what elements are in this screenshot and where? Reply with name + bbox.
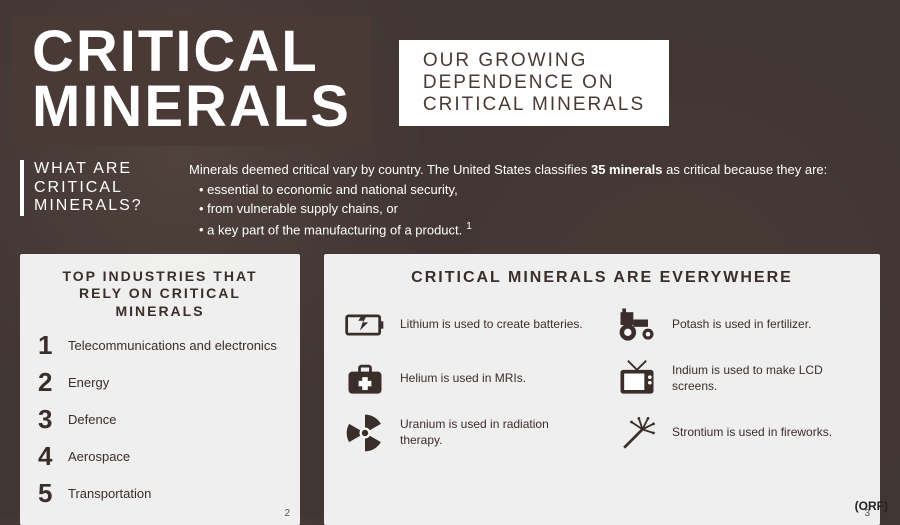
image-credit: (ORF) [855, 499, 888, 513]
mineral-text: Strontium is used in fireworks. [672, 425, 832, 441]
header: CRITICAL MINERALS OUR GROWING DEPENDENCE… [0, 0, 900, 146]
subtitle-block: OUR GROWING DEPENDENCE ON CRITICAL MINER… [399, 40, 669, 126]
firework-icon [614, 410, 660, 456]
everywhere-title: CRITICAL MINERALS ARE EVERYWHERE [342, 268, 862, 288]
mineral-text: Uranium is used in radiation therapy. [400, 417, 590, 448]
bullet-item: essential to economic and national secur… [199, 180, 880, 200]
industry-row: 1Telecommunications and electronics [38, 330, 282, 361]
bullet-item: a key part of the manufacturing of a pro… [199, 219, 880, 240]
medkit-icon [342, 356, 388, 402]
industry-row: 5Transportation [38, 478, 282, 509]
mineral-text: Potash is used in fertilizer. [672, 317, 811, 333]
industry-row: 4Aerospace [38, 441, 282, 472]
industries-title: TOP INDUSTRIES THAT RELY ON CRITICAL MIN… [38, 268, 282, 321]
mineral-text: Indium is used to make LCD screens. [672, 363, 862, 394]
mineral-item: Strontium is used in fireworks. [614, 410, 862, 456]
industries-list: 1Telecommunications and electronics 2Ene… [38, 330, 282, 509]
question-intro: Minerals deemed critical vary by country… [189, 160, 880, 180]
mineral-text: Lithium is used to create batteries. [400, 317, 583, 333]
tractor-icon [614, 302, 660, 348]
mineral-item: Uranium is used in radiation therapy. [342, 410, 590, 456]
industry-row: 2Energy [38, 367, 282, 398]
footnote-marker: 2 [284, 508, 290, 519]
mineral-item: Lithium is used to create batteries. [342, 302, 590, 348]
lower-panels: TOP INDUSTRIES THAT RELY ON CRITICAL MIN… [0, 240, 900, 525]
bullet-item: from vulnerable supply chains, or [199, 199, 880, 219]
radiation-icon [342, 410, 388, 456]
everywhere-panel: CRITICAL MINERALS ARE EVERYWHERE Lithium… [324, 254, 880, 525]
industries-panel: TOP INDUSTRIES THAT RELY ON CRITICAL MIN… [20, 254, 300, 525]
question-section: WHAT ARE CRITICAL MINERALS? Minerals dee… [0, 146, 900, 239]
battery-icon [342, 302, 388, 348]
title-line2: MINERALS [32, 74, 351, 139]
question-bullets: essential to economic and national secur… [189, 180, 880, 240]
accent-bar [20, 160, 24, 216]
subtitle-line2: DEPENDENCE ON [423, 72, 645, 94]
mineral-item: Potash is used in fertilizer. [614, 302, 862, 348]
mineral-text: Helium is used in MRIs. [400, 371, 526, 387]
main-title-block: CRITICAL MINERALS [12, 16, 371, 146]
everywhere-grid: Lithium is used to create batteries. Pot… [342, 302, 862, 456]
mineral-item: Indium is used to make LCD screens. [614, 356, 862, 402]
question-title: WHAT ARE CRITICAL MINERALS? [34, 160, 189, 215]
tv-icon [614, 356, 660, 402]
mineral-item: Helium is used in MRIs. [342, 356, 590, 402]
question-body: Minerals deemed critical vary by country… [189, 160, 880, 239]
main-title: CRITICAL MINERALS [32, 24, 351, 134]
subtitle-line3: CRITICAL MINERALS [423, 94, 645, 116]
subtitle-line1: OUR GROWING [423, 50, 645, 72]
industry-row: 3Defence [38, 404, 282, 435]
